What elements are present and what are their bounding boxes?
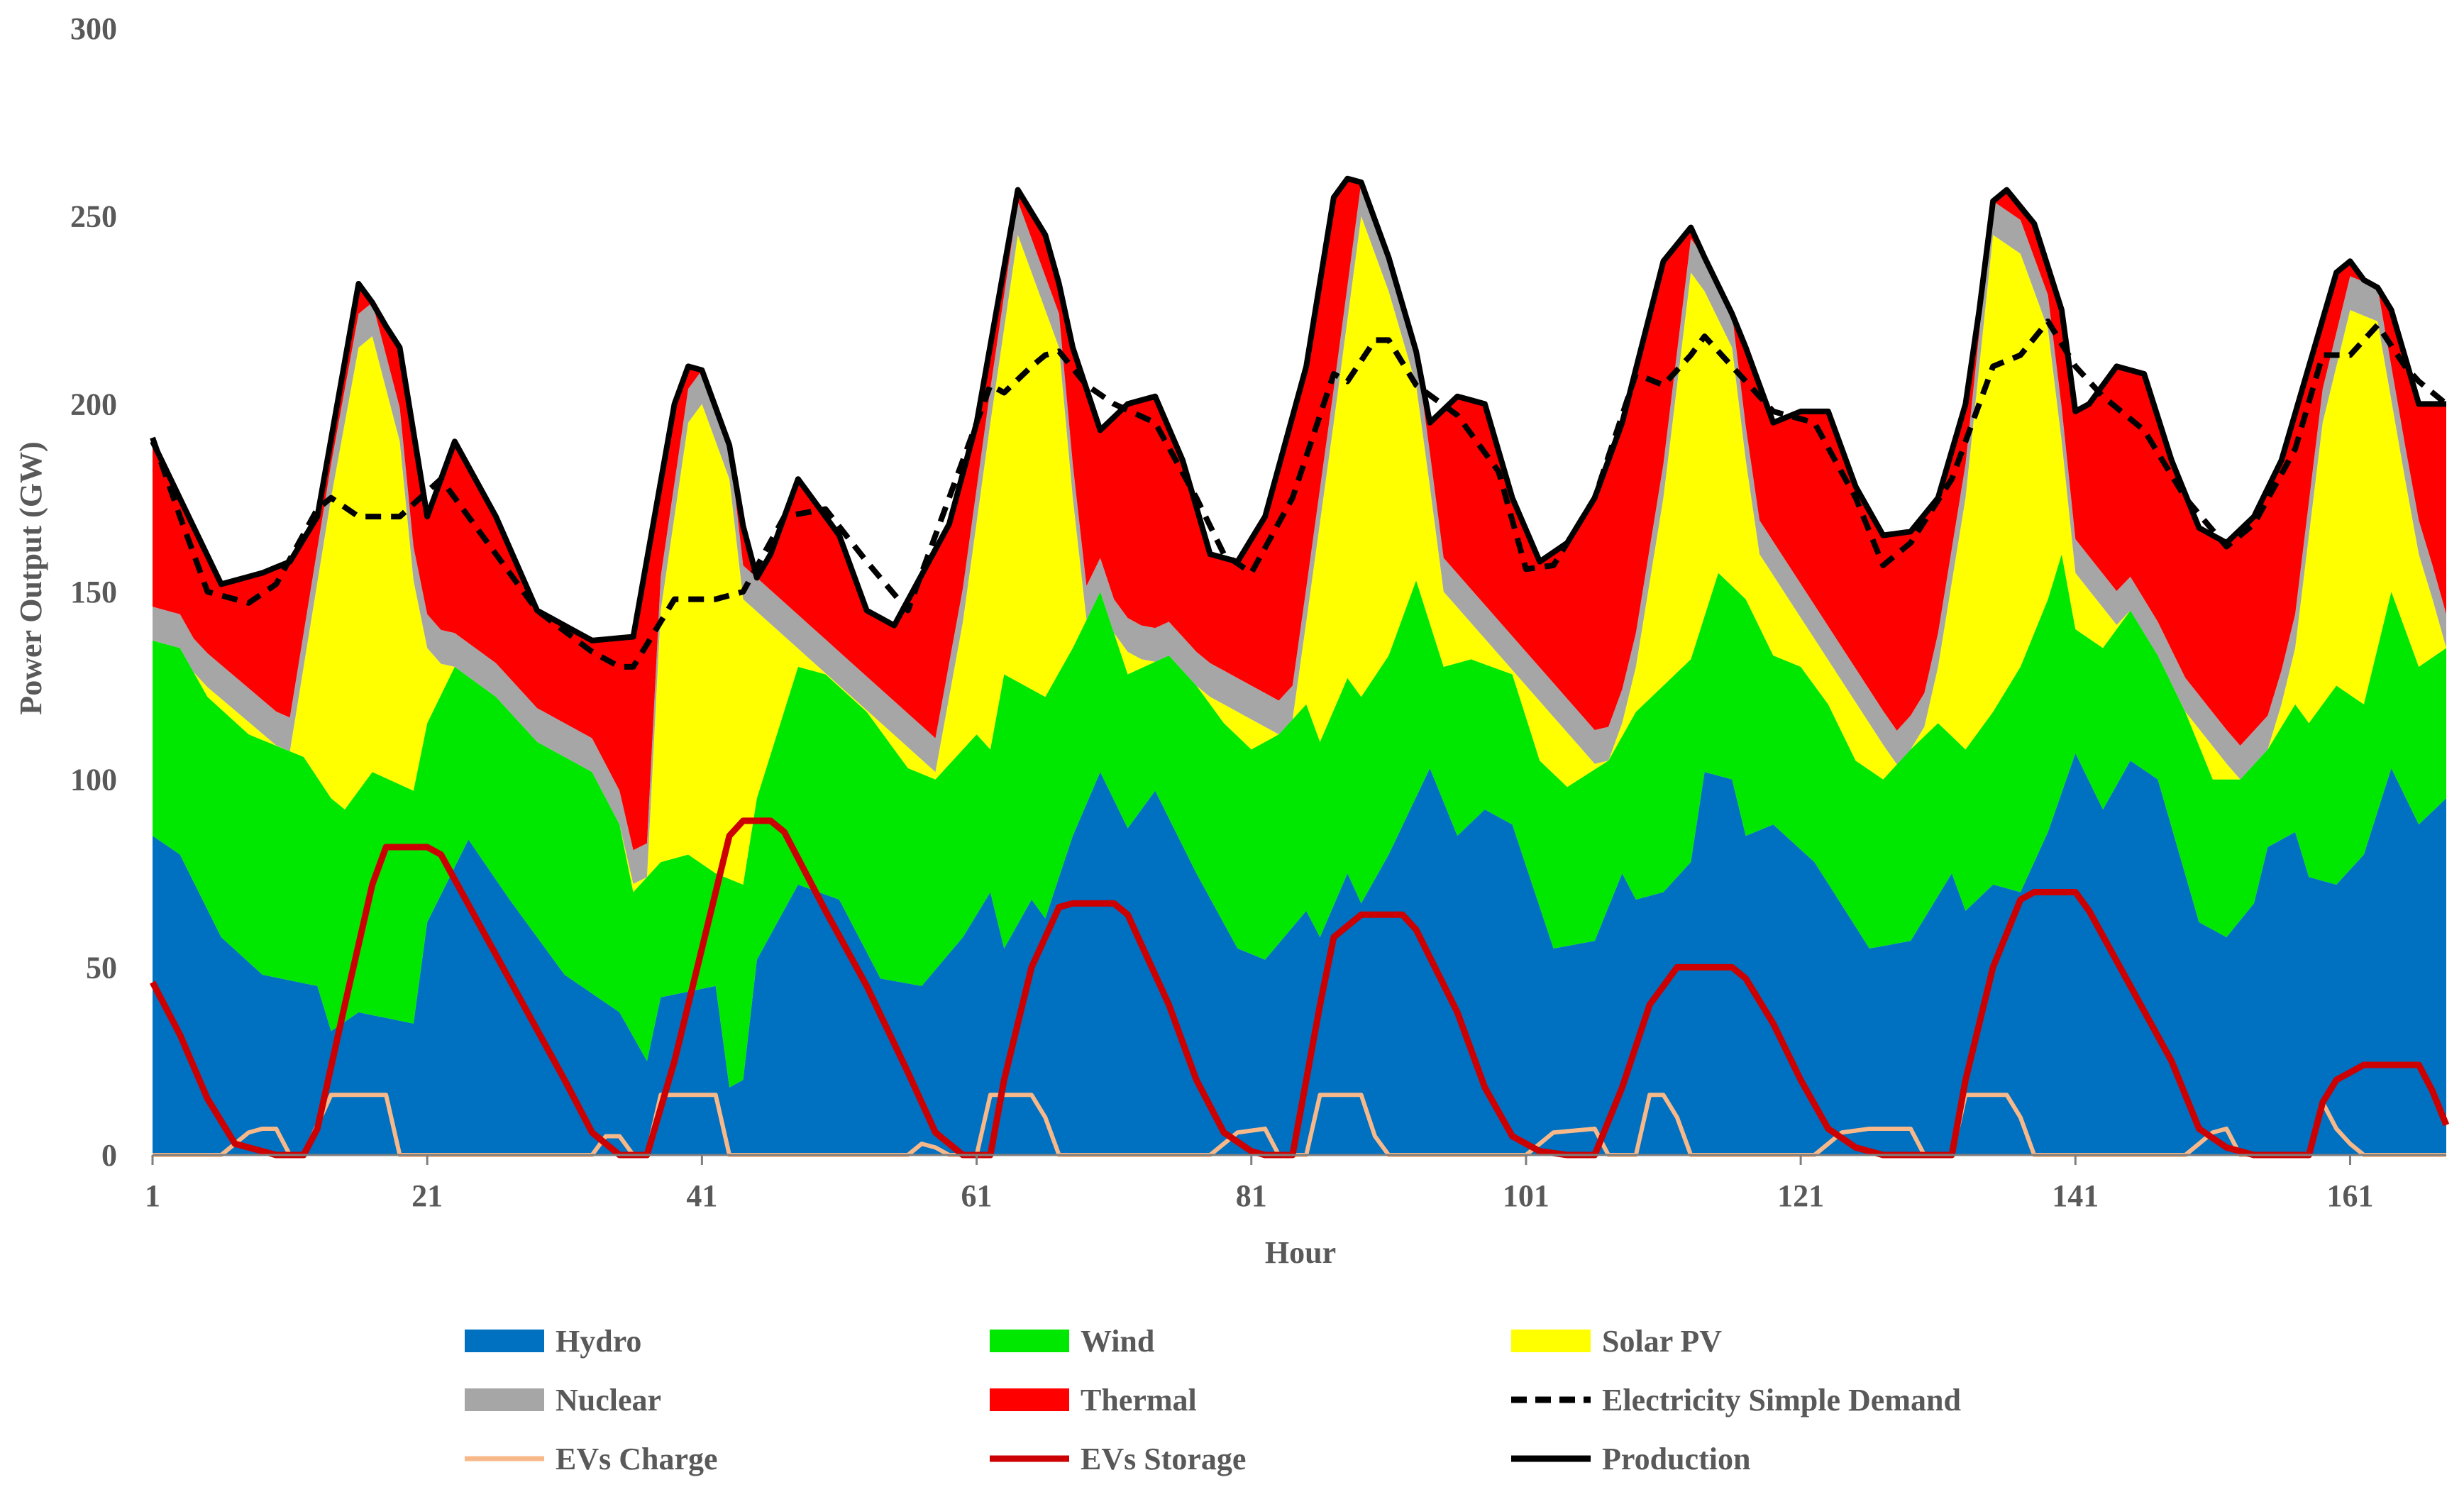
x-tick-label: 141	[2052, 1178, 2099, 1213]
legend-swatch-wind	[990, 1330, 1069, 1352]
hydro-area	[153, 753, 2446, 1155]
legend-swatch-nuclear	[465, 1388, 544, 1411]
y-tick-label: 150	[70, 575, 117, 609]
legend-label-solar-pv: Solar PV	[1602, 1324, 1722, 1359]
legend-label-nuclear: Nuclear	[556, 1383, 661, 1418]
y-tick-labels: 0 50 100 150 200 250 300	[70, 11, 117, 1173]
legend-swatch-solar-pv	[1511, 1330, 1591, 1352]
legend: Hydro Wind Solar PV Nuclear Thermal Electrici…	[465, 1324, 1961, 1476]
solar-pv-area	[153, 216, 2446, 893]
evs-storage-line	[150, 817, 2450, 1159]
y-tick-label: 100	[70, 763, 117, 797]
x-tick-label: 1	[145, 1178, 160, 1213]
legend-swatch-thermal	[990, 1388, 1069, 1411]
y-axis-title: Power Output (GW)	[13, 441, 48, 714]
production-line	[150, 175, 2446, 643]
x-tick-label: 81	[1236, 1178, 1267, 1213]
legend-label-evs-storage: EVs Storage	[1081, 1442, 1246, 1476]
legend-label-wind: Wind	[1081, 1324, 1154, 1359]
y-tick-label: 50	[86, 950, 117, 985]
x-axis-title: Hour	[1265, 1235, 1336, 1270]
legend-label-thermal: Thermal	[1081, 1383, 1197, 1418]
legend-label-production: Production	[1602, 1442, 1750, 1476]
y-tick-label: 0	[101, 1138, 117, 1173]
x-tick-label: 121	[1777, 1178, 1824, 1213]
thermal-area	[153, 178, 2446, 851]
x-tick-label: 21	[411, 1178, 443, 1213]
wind-area	[153, 554, 2446, 1088]
x-tick-labels: 1 21 41 61 81 101 121 141 161	[145, 1155, 2373, 1213]
nuclear-area	[153, 182, 2446, 884]
plot-areas	[153, 178, 2446, 1155]
electricity-simple-demand-line	[150, 318, 2448, 670]
legend-label-hydro: Hydro	[556, 1324, 641, 1359]
y-tick-label: 250	[70, 199, 117, 234]
legend-label-electricity-simple-demand: Electricity Simple Demand	[1602, 1383, 1961, 1418]
x-tick-label: 61	[961, 1178, 993, 1213]
x-tick-label: 161	[2326, 1178, 2373, 1213]
y-tick-label: 300	[70, 11, 117, 46]
x-tick-label: 41	[686, 1178, 717, 1213]
legend-swatch-hydro	[465, 1330, 544, 1352]
legend-label-evs-charge: EVs Charge	[556, 1442, 718, 1476]
y-tick-label: 200	[70, 387, 117, 421]
x-tick-label: 101	[1503, 1178, 1549, 1213]
